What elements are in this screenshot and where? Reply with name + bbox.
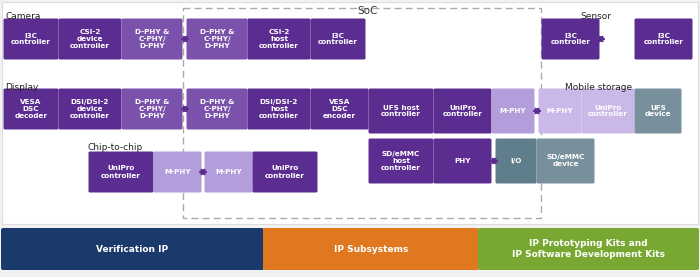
FancyBboxPatch shape: [311, 88, 368, 130]
Text: I/O: I/O: [510, 158, 522, 164]
FancyBboxPatch shape: [1, 228, 264, 270]
FancyBboxPatch shape: [253, 152, 318, 193]
Text: UniPro
controller: UniPro controller: [588, 104, 628, 117]
FancyBboxPatch shape: [4, 19, 59, 60]
FancyBboxPatch shape: [4, 88, 59, 130]
Text: D-PHY &
C-PHY/
D-PHY: D-PHY & C-PHY/ D-PHY: [199, 99, 234, 119]
FancyBboxPatch shape: [263, 228, 479, 270]
FancyBboxPatch shape: [2, 2, 698, 224]
FancyBboxPatch shape: [59, 88, 122, 130]
Text: IP Prototyping Kits and
IP Software Development Kits: IP Prototyping Kits and IP Software Deve…: [512, 239, 665, 259]
FancyBboxPatch shape: [542, 19, 599, 60]
Text: D-PHY &
C-PHY/
D-PHY: D-PHY & C-PHY/ D-PHY: [135, 99, 169, 119]
FancyBboxPatch shape: [634, 88, 682, 134]
Text: I3C
controller: I3C controller: [318, 32, 358, 45]
FancyBboxPatch shape: [204, 152, 253, 193]
Text: SD/eMMC
device: SD/eMMC device: [546, 155, 584, 168]
FancyBboxPatch shape: [59, 19, 122, 60]
Text: VESA
DSC
decoder: VESA DSC decoder: [15, 99, 48, 119]
Text: D-PHY &
C-PHY/
D-PHY: D-PHY & C-PHY/ D-PHY: [135, 29, 169, 49]
Text: UniPro
controller: UniPro controller: [265, 165, 305, 178]
Text: Mobile storage: Mobile storage: [565, 83, 632, 92]
FancyBboxPatch shape: [433, 88, 491, 134]
Text: DSI/DSI-2
host
controller: DSI/DSI-2 host controller: [259, 99, 299, 119]
FancyBboxPatch shape: [311, 19, 365, 60]
Text: M-PHY: M-PHY: [215, 169, 242, 175]
FancyBboxPatch shape: [122, 88, 183, 130]
Text: M-PHY: M-PHY: [500, 108, 526, 114]
Text: UFS
device: UFS device: [645, 104, 671, 117]
Text: Sensor: Sensor: [580, 12, 611, 21]
Text: I3C
controller: I3C controller: [551, 32, 590, 45]
Text: UniPro
controller: UniPro controller: [101, 165, 141, 178]
Text: M-PHY: M-PHY: [547, 108, 573, 114]
Bar: [183, 8, 541, 218]
FancyBboxPatch shape: [88, 152, 153, 193]
Text: Camera: Camera: [5, 12, 41, 21]
Text: VESA
DSC
encoder: VESA DSC encoder: [323, 99, 356, 119]
FancyBboxPatch shape: [186, 19, 248, 60]
Text: M-PHY: M-PHY: [164, 169, 191, 175]
Text: IP Subsystems: IP Subsystems: [334, 245, 408, 253]
Text: Chip-to-chip: Chip-to-chip: [88, 143, 144, 152]
FancyBboxPatch shape: [186, 88, 248, 130]
Text: I3C
controller: I3C controller: [11, 32, 51, 45]
Text: D-PHY &
C-PHY/
D-PHY: D-PHY & C-PHY/ D-PHY: [199, 29, 234, 49]
FancyBboxPatch shape: [491, 88, 535, 134]
FancyBboxPatch shape: [496, 138, 536, 183]
Text: CSI-2
device
controller: CSI-2 device controller: [70, 29, 110, 49]
FancyBboxPatch shape: [368, 138, 433, 183]
Text: Verification IP: Verification IP: [97, 245, 169, 253]
Text: CSI-2
host
controller: CSI-2 host controller: [259, 29, 299, 49]
FancyBboxPatch shape: [538, 88, 582, 134]
Text: UniPro
controller: UniPro controller: [442, 104, 482, 117]
FancyBboxPatch shape: [433, 138, 491, 183]
FancyBboxPatch shape: [248, 88, 311, 130]
FancyBboxPatch shape: [582, 88, 634, 134]
Text: Display: Display: [5, 83, 38, 92]
FancyBboxPatch shape: [122, 19, 183, 60]
Text: SoC: SoC: [358, 6, 378, 16]
Text: SD/eMMC
host
controller: SD/eMMC host controller: [381, 151, 421, 171]
FancyBboxPatch shape: [634, 19, 692, 60]
FancyBboxPatch shape: [153, 152, 202, 193]
FancyBboxPatch shape: [248, 19, 311, 60]
Text: I3C
controller: I3C controller: [643, 32, 683, 45]
Text: DSI/DSI-2
device
controller: DSI/DSI-2 device controller: [70, 99, 110, 119]
FancyBboxPatch shape: [478, 228, 699, 270]
Text: UFS host
controller: UFS host controller: [381, 104, 421, 117]
Text: PHY: PHY: [454, 158, 470, 164]
FancyBboxPatch shape: [536, 138, 594, 183]
FancyBboxPatch shape: [368, 88, 433, 134]
